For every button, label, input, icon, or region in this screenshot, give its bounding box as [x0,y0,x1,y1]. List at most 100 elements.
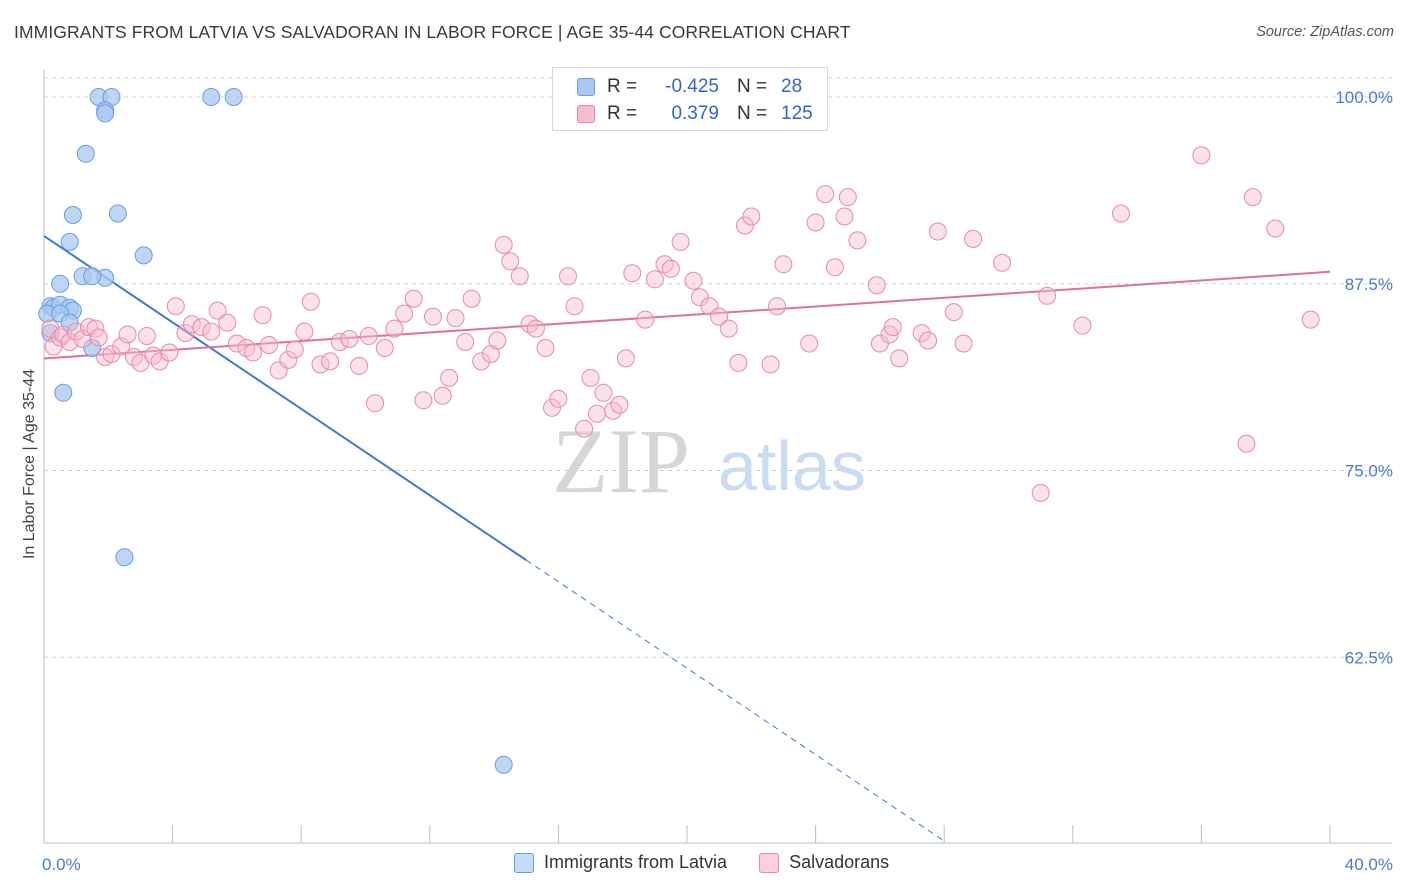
latvia-point [63,206,82,224]
salvadoran-point [559,267,577,286]
r-value: 0.379 [671,103,719,124]
latvia-point [83,267,102,286]
salvadoran-point [835,207,854,226]
legend-item-salvadorans[interactable]: Salvadorans [759,852,889,873]
salvadoran-point [710,307,729,326]
salvadoran-point [742,207,761,226]
salvadoran-point [494,235,513,254]
salvadoran-point [295,322,314,341]
salvadoran-point [311,355,330,374]
salvadoran-point [414,391,433,410]
latvia-point [108,204,127,223]
salvadoran-point [594,383,613,402]
salvadoran-point [359,327,378,345]
salvadoran-point [237,339,256,357]
salvadoran-point [1237,434,1256,453]
axes [43,70,1392,844]
salvadoran-point [526,319,545,338]
salvadorans-swatch [759,852,780,873]
n-value: 28 [781,76,803,97]
salvadoran-point [867,276,886,295]
legend-row-salvadorans: R = 0.379 N = 125 [577,103,813,125]
salvadoran-point [1266,219,1285,238]
salvadoran-point [684,271,703,290]
salvadoran-point [954,334,973,353]
salvadoran-point [510,267,529,286]
x-tick-label: 40.0% [1345,855,1393,874]
salvadoran-point [575,419,594,438]
salvadoran-point [1243,188,1262,207]
salvadoran-point [176,324,195,343]
salvadoran-point [870,334,889,353]
legend-row-latvia: R = -0.425 N = 28 [577,76,802,98]
n-label: N = [737,76,768,97]
salvadoran-point [192,318,211,337]
data-points [38,88,1320,774]
salvadoran-point [89,328,108,347]
salvadoran-point [1301,310,1320,329]
salvadoran-point [404,289,423,308]
salvadoran-point [253,306,272,325]
r-value: -0.425 [665,76,719,97]
salvadoran-point [816,185,835,204]
salvadoran-point [890,349,909,368]
salvadoran-point [729,353,748,372]
latvia-trend-line [43,235,527,561]
chart-title: IMMIGRANTS FROM LATVIA VS SALVADORAN IN … [14,22,851,42]
salvadoran-point [883,318,902,337]
latvia-point [494,755,513,774]
legend-label-latvia: Immigrants from Latvia [544,852,728,872]
salvadoran-point [440,368,459,387]
salvadoran-point [182,315,201,334]
salvadoran-point [912,324,931,343]
salvadoran-point [166,297,185,316]
y-tick-label: 100.0% [1335,88,1393,107]
r-label: R = [607,76,638,97]
latvia-point [51,274,70,293]
salvadoran-point [610,395,629,414]
salvadoran-point [588,404,606,423]
watermark-zip: ZIP [552,410,690,512]
salvadoran-point [330,333,349,351]
salvadoran-point [1038,286,1057,305]
latvia-swatch [514,852,534,873]
latvia-swatch [577,78,595,96]
salvadoran-point [456,333,475,351]
salvadoran-point [1112,204,1130,223]
salvadoran-point [806,213,825,232]
salvadoran-point [366,394,385,413]
latvia-point [76,144,95,163]
salvadoran-point [424,307,442,326]
salvadoran-point [462,289,481,308]
salvadoran-point [645,270,664,289]
salvadoran-point [549,389,568,408]
salvadoran-point [227,334,246,353]
salvadoran-point [395,304,414,323]
latvia-point [41,324,60,343]
latvia-point [60,313,79,332]
salvadoran-point [321,352,340,371]
salvadoran-point [848,231,867,250]
latvia-point [134,246,153,265]
salvadoran-point [208,301,227,320]
legend-item-latvia[interactable]: Immigrants from Latvia [514,852,727,873]
series-legend: Immigrants from Latvia Salvadorans [514,852,921,873]
salvadoran-point [375,339,394,357]
salvadoran-point [160,343,179,362]
n-label: N = [737,103,768,124]
salvadoran-point [350,356,369,375]
salvadoran-point [118,325,137,344]
y-tick-label: 87.5% [1345,275,1393,294]
salvadoran-point [993,253,1012,272]
source-credit: Source: ZipAtlas.com [1256,24,1394,40]
salvadoran-point [51,328,70,347]
y-tick-label: 62.5% [1345,648,1393,667]
salvadoran-point [919,331,938,350]
salvadoran-point [581,368,600,387]
salvadoran-point [446,309,465,328]
salvadoran-trend-line [43,270,1331,360]
salvadoran-point [279,350,298,369]
gridlines [44,77,1392,658]
salvadoran-point [944,303,963,322]
salvadoran-point [800,334,819,353]
